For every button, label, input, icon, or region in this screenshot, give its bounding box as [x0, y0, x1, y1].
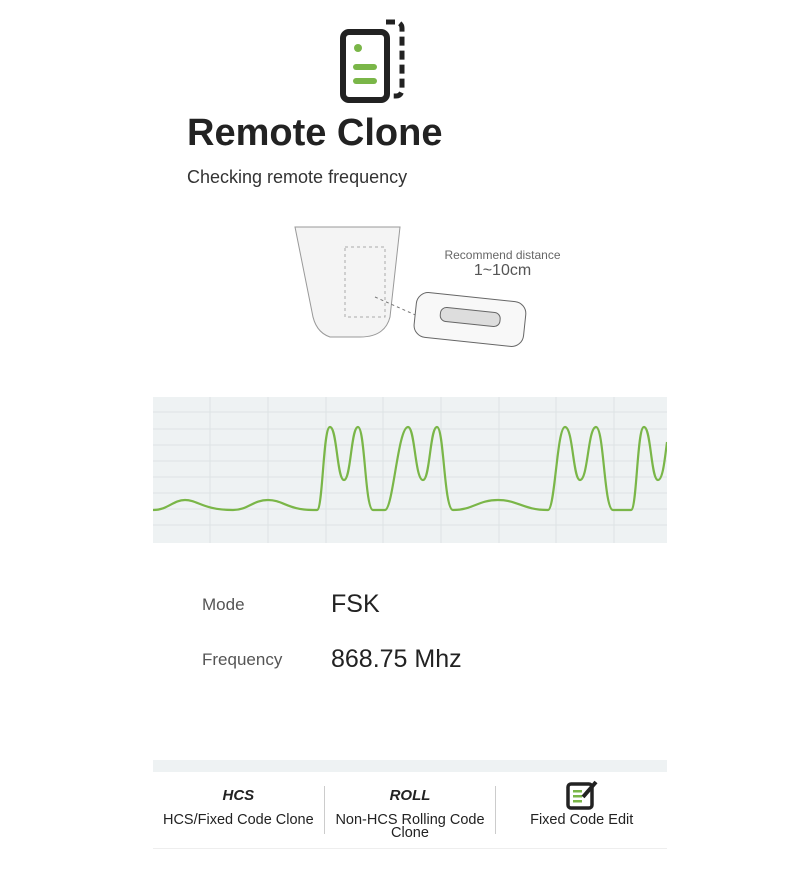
mode-value: FSK [331, 590, 380, 618]
tab-hcs-fixed-code-clone[interactable]: HCS HCS/Fixed Code Clone [153, 776, 324, 848]
recommend-distance-label: Recommend distance [444, 248, 561, 262]
roll-icon: ROLL [389, 786, 431, 804]
tab-label: HCS/Fixed Code Clone [162, 812, 314, 828]
tab-label: Non-HCS Rolling Code Clone [335, 812, 485, 841]
function-tabs: HCS HCS/Fixed Code Clone ROLL Non-HCS Ro… [153, 776, 667, 849]
hcs-icon: HCS [222, 786, 255, 804]
separator [323, 786, 325, 834]
page-title: Remote Clone [187, 112, 443, 154]
divider [153, 760, 667, 772]
tab-non-hcs-rolling-code-clone[interactable]: ROLL Non-HCS Rolling Code Clone [325, 776, 496, 848]
mode-label: Mode [202, 595, 245, 614]
device-illustration [294, 226, 527, 347]
recommend-distance-value: 1~10cm [473, 262, 532, 279]
frequency-label: Frequency [202, 650, 283, 669]
remote-clone-icon [340, 19, 405, 103]
status-text: Checking remote frequency [187, 167, 408, 187]
tab-fixed-code-edit[interactable]: Fixed Code Edit [496, 776, 667, 848]
signal-waveform [152, 397, 669, 543]
edit-icon [565, 776, 599, 814]
separator [495, 786, 497, 834]
frequency-value: 868.75 Mhz [331, 645, 462, 673]
tab-label: Fixed Code Edit [530, 812, 634, 828]
